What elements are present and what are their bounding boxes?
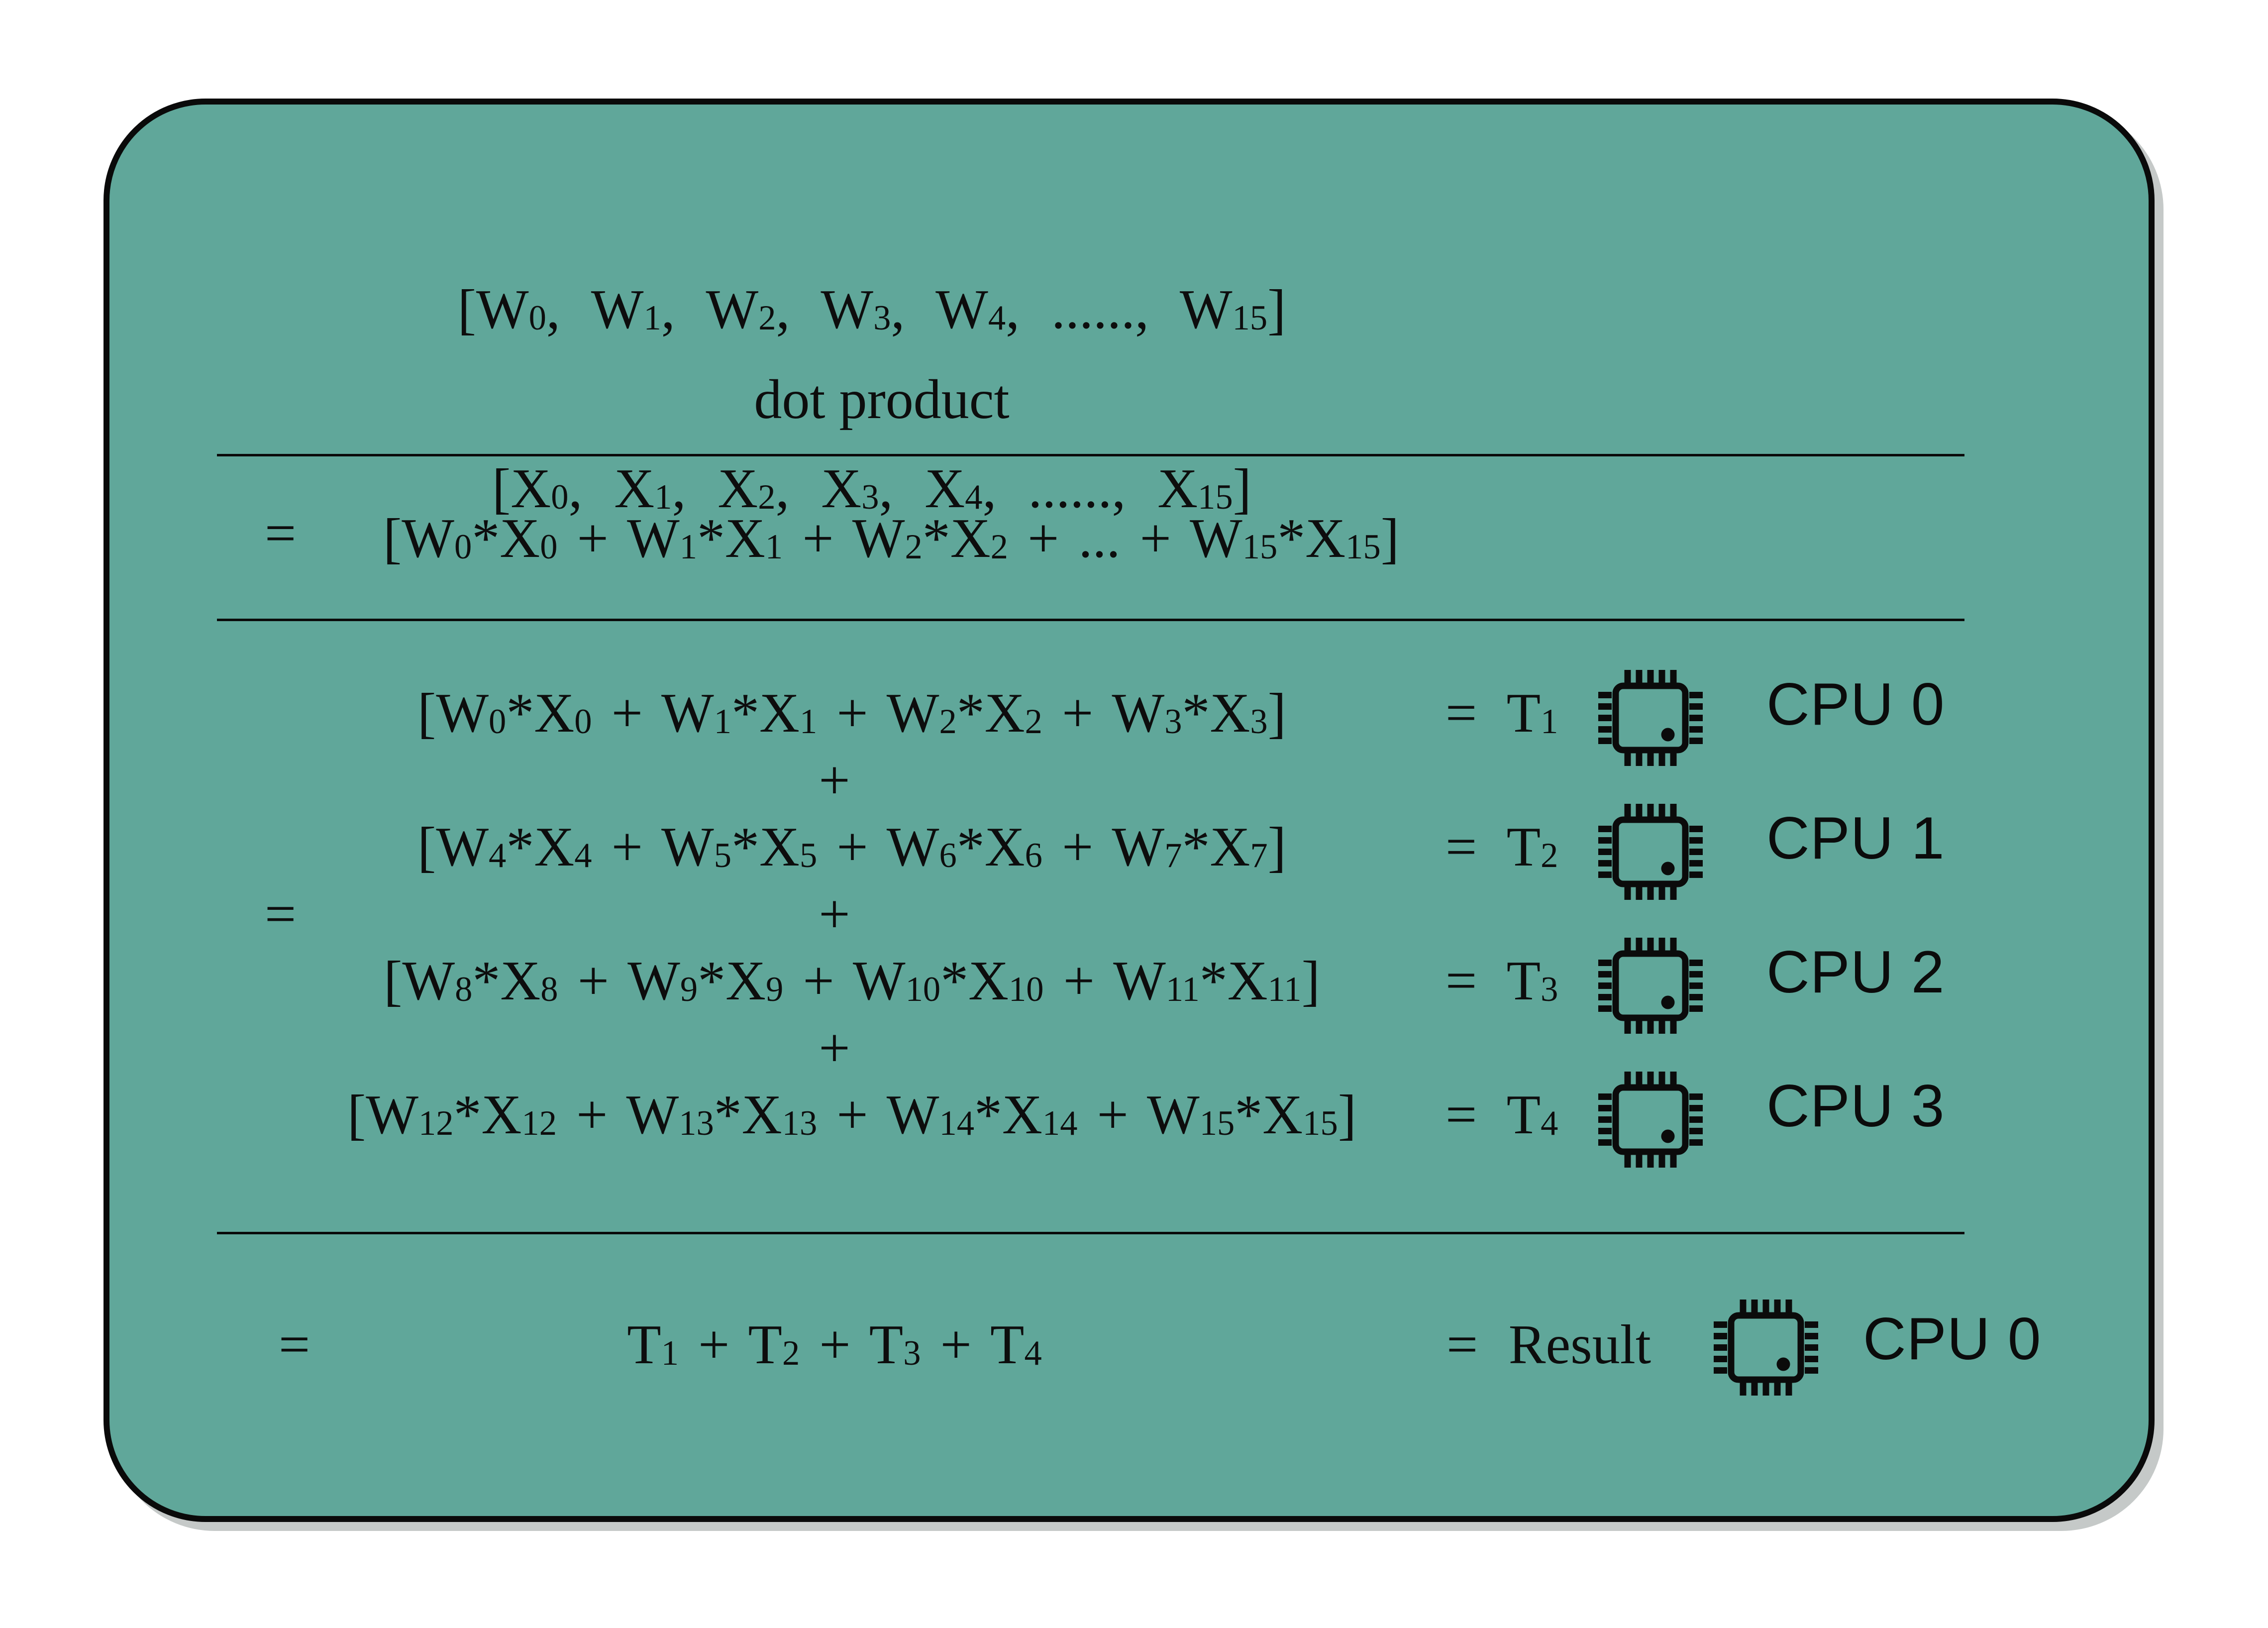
partial-formula-4: [W12*X12 + W13*X13 + W14*X14 + W15*X15] bbox=[347, 1084, 1357, 1146]
cpu-chip-icon bbox=[1595, 935, 1706, 1037]
divider-top bbox=[217, 454, 1964, 456]
w-vector: [W0, W1, W2, W3, W4, ......, W15] bbox=[457, 279, 1286, 340]
expanded-equals: = bbox=[265, 503, 297, 564]
cpu-chip-icon bbox=[1595, 667, 1706, 769]
final-cpu-label: CPU 0 bbox=[1863, 1305, 2042, 1372]
final-equals: = bbox=[279, 1314, 310, 1376]
cpu-label-2: CPU 2 bbox=[1766, 939, 1945, 1005]
x-vector: [X0, X1, X2, X3, X4, ......, X15] bbox=[492, 458, 1251, 520]
cpu-label-1: CPU 1 bbox=[1766, 805, 1945, 871]
partial-result-3: = T3 bbox=[1445, 950, 1558, 1012]
parallel-equals: = bbox=[265, 883, 297, 945]
divider-middle bbox=[217, 619, 1964, 621]
divider-bottom bbox=[217, 1232, 1964, 1234]
cpu-chip-icon bbox=[1595, 801, 1706, 903]
cpu-chip-icon bbox=[1711, 1297, 1821, 1399]
partial-formula-1: [W0*X0 + W1*X1 + W2*X2 + W3*X3] bbox=[417, 682, 1286, 744]
cpu-chip-icon bbox=[1595, 1069, 1706, 1171]
final-formula: T1 + T2 + T3 + T4 bbox=[627, 1314, 1042, 1376]
partial-result-1: = T1 bbox=[1445, 682, 1558, 744]
plus-operator-3: + bbox=[819, 1017, 850, 1079]
dot-product-label: dot product bbox=[754, 369, 1010, 431]
diagram-panel: [W0, W1, W2, W3, W4, ......, W15] dot pr… bbox=[103, 99, 2155, 1522]
partial-result-2: = T2 bbox=[1445, 816, 1558, 878]
partial-formula-2: [W4*X4 + W5*X5 + W6*X6 + W7*X7] bbox=[417, 816, 1286, 878]
expanded-formula: [W0*X0 + W1*X1 + W2*X2 + ... + W15*X15] bbox=[383, 508, 1400, 569]
partial-result-4: = T4 bbox=[1445, 1084, 1558, 1146]
partial-formula-3: [W8*X8 + W9*X9 + W10*X10 + W11*X11] bbox=[384, 950, 1320, 1012]
cpu-label-3: CPU 3 bbox=[1766, 1073, 1945, 1139]
cpu-label-0: CPU 0 bbox=[1766, 671, 1945, 738]
final-result-label: = Result bbox=[1446, 1314, 1651, 1376]
plus-operator-1: + bbox=[819, 750, 850, 811]
plus-operator-2: + bbox=[819, 883, 850, 945]
